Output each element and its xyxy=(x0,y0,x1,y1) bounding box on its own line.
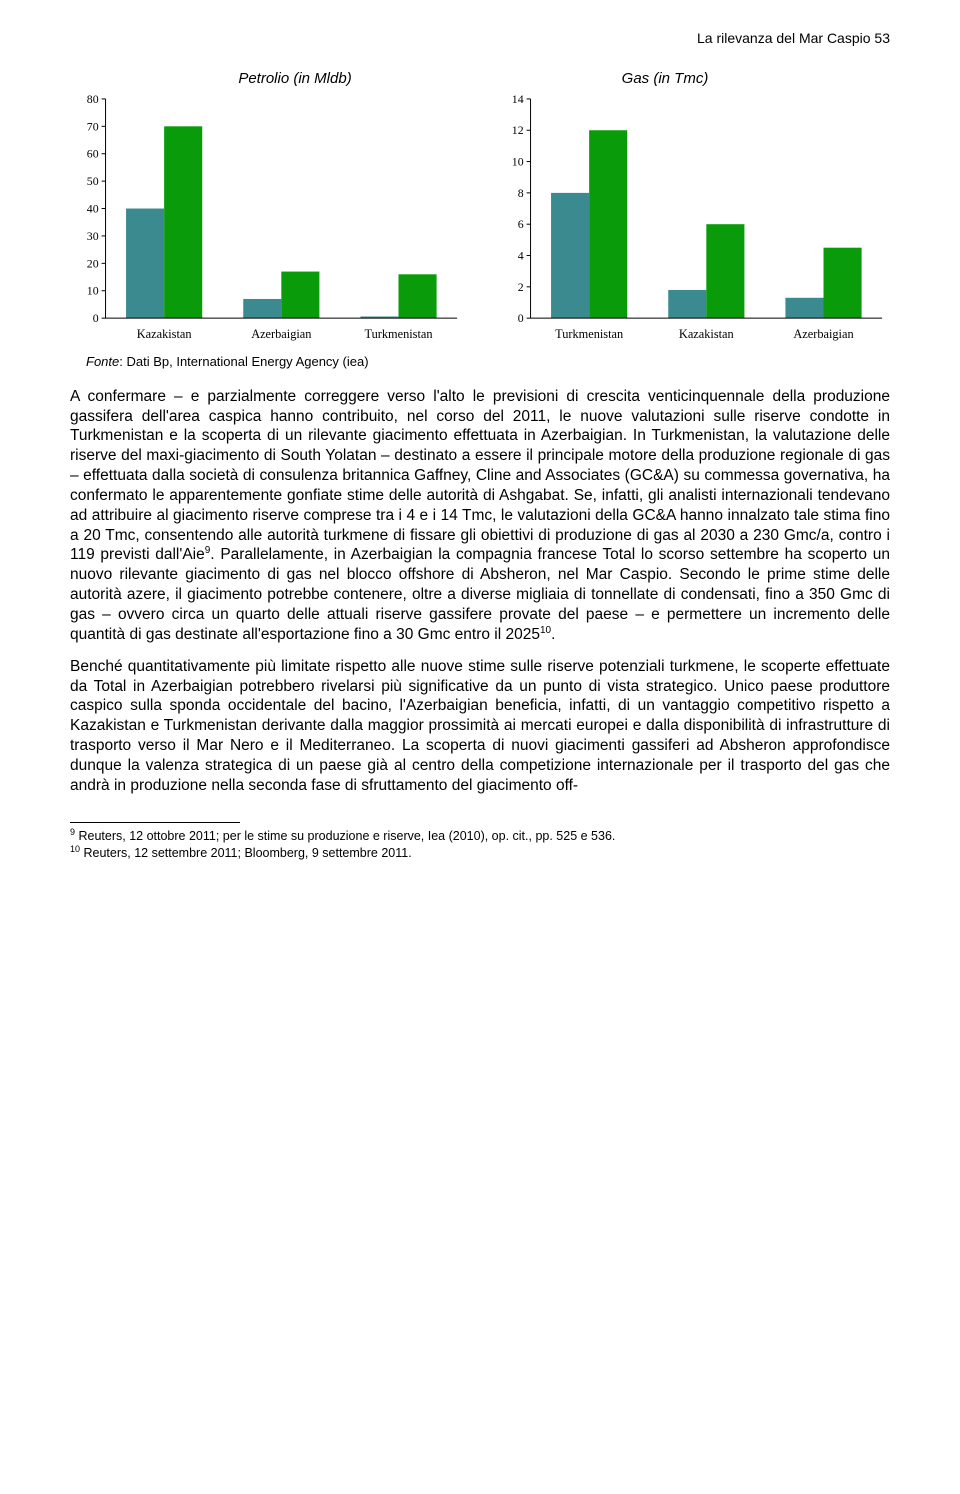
page-header: La rilevanza del Mar Caspio 53 xyxy=(70,30,890,46)
chart-title-right: Gas (in Tmc) xyxy=(480,70,850,87)
p2: Benché quantitativamente più limitate ri… xyxy=(70,658,890,794)
svg-text:80: 80 xyxy=(87,93,99,106)
svg-text:70: 70 xyxy=(87,119,99,133)
bar-chart-right: 0 2 4 6 8 10 12 14 Turkmenistan Kazakistan Azerbai… xyxy=(495,93,890,350)
svg-text:10: 10 xyxy=(87,284,99,298)
fonte-label: Fonte xyxy=(86,354,119,369)
chart-title-left: Petrolio (in Mldb) xyxy=(110,70,480,87)
svg-text:Azerbaigian: Azerbaigian xyxy=(793,327,853,341)
svg-text:0: 0 xyxy=(518,311,524,325)
footnote-9: 9 Reuters, 12 ottobre 2011; per le stime… xyxy=(70,827,890,844)
svg-text:Turkmenistan: Turkmenistan xyxy=(364,327,432,341)
svg-text:Kazakistan: Kazakistan xyxy=(679,327,734,341)
svg-text:0: 0 xyxy=(93,311,99,325)
chart-gas: 0 2 4 6 8 10 12 14 Turkmenistan Kazakistan Azerbai… xyxy=(495,93,890,350)
footnote-text-9: Reuters, 12 ottobre 2011; per le stime s… xyxy=(75,829,615,843)
paragraph-1: A confermare – e parzialmente correggere… xyxy=(70,387,890,645)
svg-text:8: 8 xyxy=(518,186,524,200)
svg-text:20: 20 xyxy=(87,256,99,270)
svg-text:Turkmenistan: Turkmenistan xyxy=(555,327,623,341)
svg-text:14: 14 xyxy=(512,93,524,106)
svg-text:60: 60 xyxy=(87,147,99,161)
svg-text:30: 30 xyxy=(87,229,99,243)
footnote-10: 10 Reuters, 12 settembre 2011; Bloomberg… xyxy=(70,844,890,861)
svg-text:Azerbaigian: Azerbaigian xyxy=(251,327,311,341)
svg-text:12: 12 xyxy=(512,123,524,137)
footnotes-separator xyxy=(70,822,240,823)
svg-text:2: 2 xyxy=(518,280,524,294)
footnote-num-10: 10 xyxy=(70,844,80,854)
footnote-text-10: Reuters, 12 settembre 2011; Bloomberg, 9… xyxy=(80,846,412,860)
charts-row: 01020304050607080KazakistanAzerbaigianTu… xyxy=(70,93,890,350)
svg-text:40: 40 xyxy=(87,201,99,215)
fonte-text: : Dati Bp, International Energy Agency (… xyxy=(119,354,368,369)
paragraph-2: Benché quantitativamente più limitate ri… xyxy=(70,657,890,796)
p1-a: A confermare – e parzialmente correggere… xyxy=(70,388,890,564)
chart-source: Fonte: Dati Bp, International Energy Age… xyxy=(86,354,890,369)
svg-text:6: 6 xyxy=(518,217,524,231)
svg-text:50: 50 xyxy=(87,174,99,188)
svg-text:4: 4 xyxy=(518,248,524,262)
svg-text:10: 10 xyxy=(512,155,524,169)
chart-petrolio: 0 10 20 30 40 50 60 70 80 Kazakistan Azerbaigian Tu… xyxy=(70,93,465,350)
chart-titles-row: Petrolio (in Mldb) Gas (in Tmc) xyxy=(70,70,890,87)
p1-c: . xyxy=(551,626,555,643)
bar-chart-left: 0 10 20 30 40 50 60 70 80 Kazakistan Azerbaigian Tu… xyxy=(70,93,465,350)
footnote-ref-10: 10 xyxy=(540,625,551,636)
running-header: La rilevanza del Mar Caspio 53 xyxy=(697,30,890,46)
svg-text:Kazakistan: Kazakistan xyxy=(137,327,192,341)
